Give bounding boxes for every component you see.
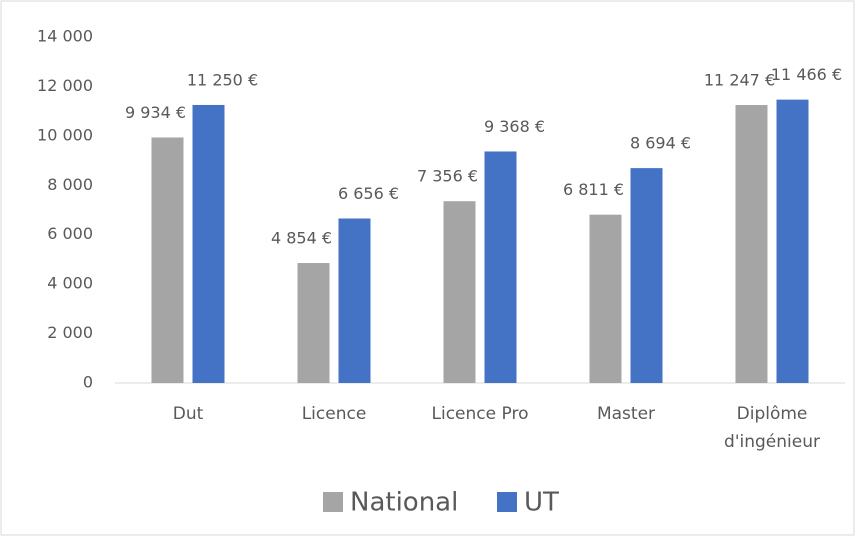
legend-label: UT — [524, 488, 559, 518]
bar — [630, 168, 663, 383]
y-tick-label: 8 000 — [47, 175, 93, 194]
bar — [338, 218, 371, 383]
value-label: 8 694 € — [630, 134, 691, 153]
value-label: 11 250 € — [187, 70, 258, 89]
y-tick-label: 6 000 — [47, 224, 93, 243]
y-tick-label: 4 000 — [47, 274, 93, 293]
bar — [776, 99, 809, 383]
x-tick-label: Diplôme d'ingénieur — [724, 404, 820, 452]
value-label: 6 656 € — [338, 184, 399, 203]
x-tick-label: Dut — [173, 404, 204, 424]
y-tick-label: 12 000 — [37, 76, 93, 95]
legend-label: National — [350, 488, 458, 518]
value-label: 9 934 € — [125, 103, 186, 122]
value-label: 11 247 € — [704, 71, 775, 90]
x-tick-label: Licence — [302, 404, 367, 424]
value-label: 9 368 € — [484, 117, 545, 136]
bar — [484, 151, 517, 383]
bar — [297, 263, 330, 383]
x-tick-label: Licence Pro — [432, 404, 529, 424]
bar — [151, 137, 184, 383]
y-tick-label: 14 000 — [37, 27, 93, 46]
y-tick-label: 0 — [83, 373, 93, 392]
value-label: 7 356 € — [417, 167, 478, 186]
y-tick-label: 2 000 — [47, 323, 93, 342]
bar — [443, 201, 476, 383]
value-label: 6 811 € — [563, 180, 624, 199]
bar — [735, 105, 768, 384]
value-label: 4 854 € — [271, 229, 332, 248]
bar — [192, 104, 225, 383]
legend-swatch — [497, 492, 517, 512]
bar — [589, 214, 622, 383]
value-label: 11 466 € — [771, 65, 842, 84]
x-tick-label: Master — [597, 404, 655, 424]
legend-swatch — [323, 492, 343, 512]
y-tick-label: 10 000 — [37, 125, 93, 144]
